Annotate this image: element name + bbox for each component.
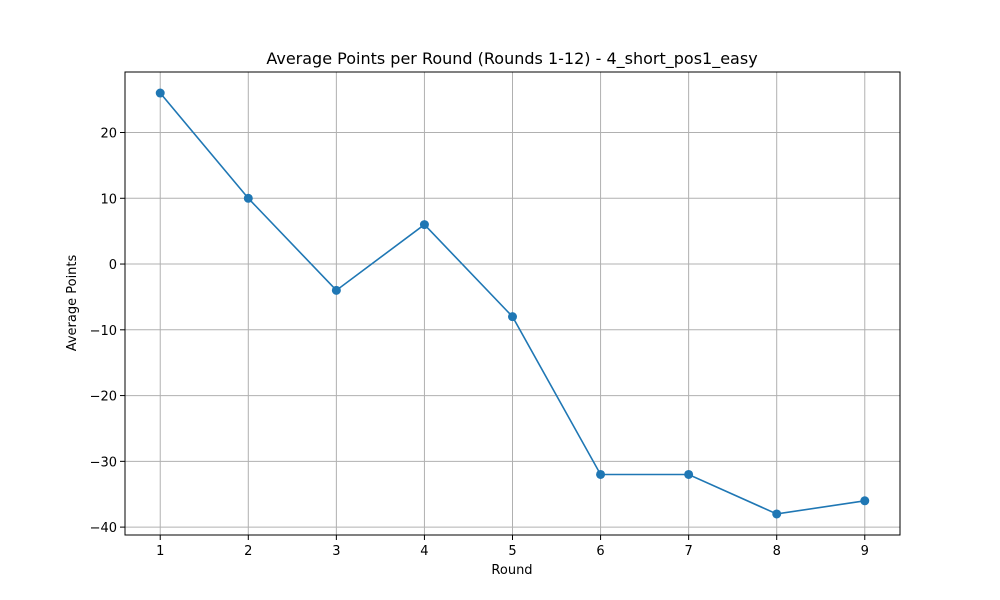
- x-tick-label: 5: [508, 544, 516, 559]
- data-point: [331, 285, 341, 295]
- axis-ticks: 1 2 3 4 5 6 7 8 9 −40 −30 −20 −10 0 10 20: [90, 127, 869, 559]
- data-point: [243, 193, 253, 203]
- x-tick-label: 9: [861, 544, 869, 559]
- data-point: [684, 469, 694, 479]
- data-point: [596, 469, 606, 479]
- y-tick-label: −10: [90, 324, 117, 339]
- y-tick-label: 10: [100, 192, 117, 207]
- x-tick-label: 7: [684, 544, 692, 559]
- y-axis-label: Average Points: [65, 254, 80, 351]
- data-point: [772, 509, 782, 519]
- x-tick-label: 8: [773, 544, 781, 559]
- x-tick-label: 4: [420, 544, 428, 559]
- series: [155, 88, 870, 519]
- data-point: [860, 496, 870, 506]
- y-tick-label: −20: [90, 390, 117, 405]
- x-tick-label: 1: [156, 544, 164, 559]
- x-tick-label: 2: [244, 544, 252, 559]
- data-point: [155, 88, 165, 98]
- y-tick-label: −30: [90, 455, 117, 470]
- x-tick-label: 6: [596, 544, 604, 559]
- data-point: [419, 220, 429, 230]
- chart-title: Average Points per Round (Rounds 1-12) -…: [266, 49, 757, 69]
- y-tick-label: −40: [90, 521, 117, 536]
- y-tick-label: 20: [100, 127, 117, 142]
- x-axis-label: Round: [491, 563, 532, 578]
- data-point: [508, 312, 517, 322]
- grid: [125, 72, 900, 535]
- y-tick-label: 0: [109, 258, 117, 273]
- x-tick-label: 3: [332, 544, 340, 559]
